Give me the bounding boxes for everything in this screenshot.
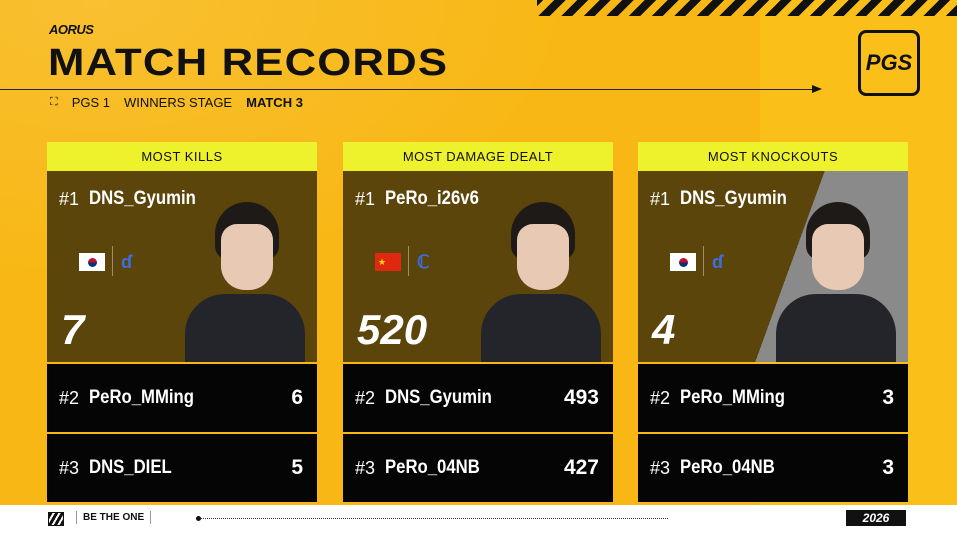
rank: #3	[650, 457, 671, 478]
page-title: MATCH RECORDS	[48, 42, 449, 84]
card-title: MOST DAMAGE DEALT	[343, 142, 613, 171]
expand-icon: ⛶	[50, 96, 58, 108]
card-title: MOST KNOCKOUTS	[638, 142, 908, 171]
rank: #1	[59, 189, 80, 209]
rank: #1	[355, 189, 376, 209]
player-name: DNS_Gyumin	[385, 387, 492, 408]
top-player: #1 PeRo_i26v6 ★ ℂ 520	[343, 171, 613, 362]
ranking-row: #2 PeRo_MMing 3	[638, 364, 908, 432]
ranking-row: #3 PeRo_04NB 427	[343, 434, 613, 502]
player-name: PeRo_MMing	[680, 387, 785, 408]
stripe-decoration	[537, 0, 957, 16]
record-card: MOST KNOCKOUTS #1 DNS_Gyumin ɗ 4 #2 PeRo…	[638, 142, 908, 502]
record-card: MOST DAMAGE DEALT #1 PeRo_i26v6 ★ ℂ 520 …	[343, 142, 613, 502]
pgs-logo: PGS	[858, 30, 920, 96]
record-card: MOST KILLS #1 DNS_Gyumin ɗ 7 #2 PeRo_MMi…	[47, 142, 317, 502]
team-logo-icon: ɗ	[121, 252, 132, 272]
stat-value: 493	[563, 386, 599, 409]
player-name: PeRo_04NB	[680, 457, 775, 478]
divider	[703, 246, 704, 276]
card-title: MOST KILLS	[47, 142, 317, 171]
footer-bar	[0, 505, 957, 535]
rank: #3	[59, 457, 80, 478]
ranking-row: #2 DNS_Gyumin 493	[343, 364, 613, 432]
rank: #3	[355, 457, 376, 478]
divider	[0, 89, 820, 90]
stat-value: 520	[357, 306, 428, 353]
match-label: MATCH 3	[246, 95, 303, 110]
top-player: #1 DNS_Gyumin ɗ 7	[47, 171, 317, 362]
player-photo	[776, 202, 896, 362]
player-name: PeRo_MMing	[89, 387, 194, 408]
stat-value: 3	[882, 456, 894, 479]
player-name: PeRo_i26v6	[385, 188, 479, 209]
stat-value: 4	[652, 306, 676, 353]
south-korea-flag-icon	[670, 253, 696, 271]
stat-value: 427	[563, 456, 599, 479]
stat-value: 6	[291, 386, 303, 409]
rank: #1	[650, 189, 671, 209]
stat-value: 7	[61, 306, 85, 353]
top-player: #1 DNS_Gyumin ɗ 4	[638, 171, 908, 362]
rank: #2	[650, 387, 671, 408]
team-logo-icon: ɗ	[712, 252, 723, 272]
stripes-icon	[48, 512, 64, 526]
player-photo	[481, 202, 601, 362]
player-name: DNS_Gyumin	[89, 188, 196, 209]
arrow-icon	[812, 85, 822, 93]
ranking-row: #3 PeRo_04NB 3	[638, 434, 908, 502]
rank: #2	[59, 387, 80, 408]
south-korea-flag-icon	[79, 253, 105, 271]
dotted-arrow-line	[196, 516, 668, 521]
divider	[112, 246, 113, 276]
player-name: DNS_DIEL	[89, 457, 172, 478]
event-label: PGS 1	[71, 95, 110, 110]
player-name: PeRo_04NB	[385, 457, 480, 478]
ranking-row: #3 DNS_DIEL 5	[47, 434, 317, 502]
stat-value: 3	[882, 386, 894, 409]
year-badge: 2026	[846, 510, 906, 526]
ranking-row: #2 PeRo_MMing 6	[47, 364, 317, 432]
stage-label: WINNERS STAGE	[124, 95, 233, 110]
team-logo-icon: ℂ	[417, 252, 430, 272]
china-flag-icon: ★	[375, 253, 401, 271]
player-photo	[185, 202, 305, 362]
player-name: DNS_Gyumin	[680, 188, 787, 209]
divider	[408, 246, 409, 276]
rank: #2	[355, 387, 376, 408]
breadcrumb: ⛶ PGS 1 WINNERS STAGE MATCH 3	[50, 95, 303, 110]
stat-value: 5	[291, 456, 303, 479]
slogan: BE THE ONE	[76, 511, 152, 524]
aorus-logo: AORUS	[49, 22, 94, 37]
